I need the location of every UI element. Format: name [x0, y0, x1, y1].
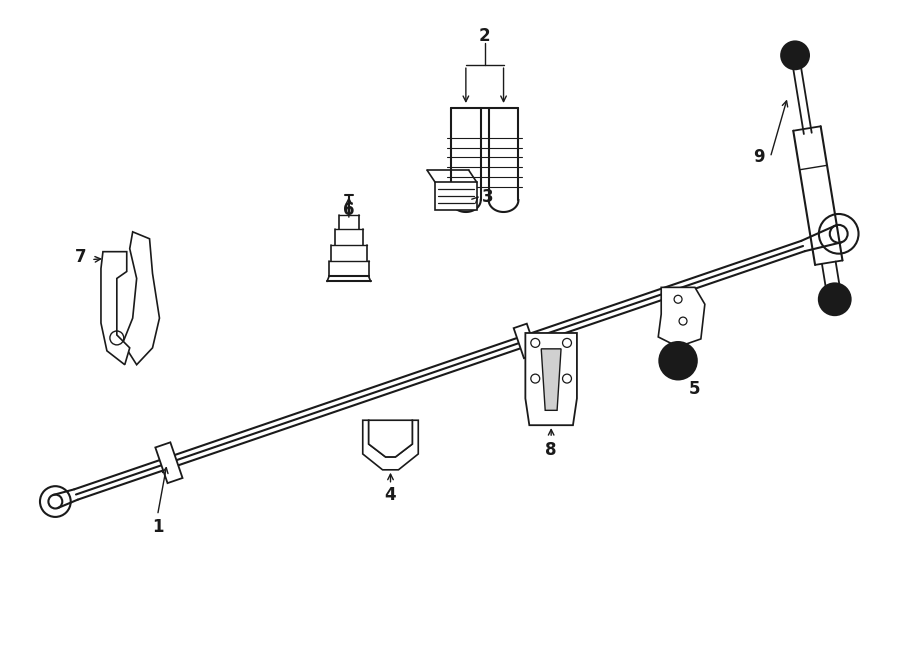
Polygon shape: [541, 349, 561, 410]
Polygon shape: [526, 333, 577, 425]
Circle shape: [781, 42, 809, 69]
Polygon shape: [363, 420, 419, 470]
Polygon shape: [514, 324, 537, 358]
Text: 3: 3: [482, 188, 493, 206]
Polygon shape: [658, 288, 705, 347]
Text: 4: 4: [384, 486, 396, 504]
Text: 2: 2: [479, 26, 490, 44]
Polygon shape: [122, 232, 159, 365]
Text: 9: 9: [753, 149, 765, 167]
Text: 1: 1: [152, 518, 163, 536]
Polygon shape: [101, 252, 130, 365]
Polygon shape: [156, 442, 183, 483]
Text: 6: 6: [343, 201, 355, 219]
Text: 7: 7: [76, 248, 87, 266]
Polygon shape: [435, 182, 477, 210]
Polygon shape: [369, 420, 412, 457]
Text: 8: 8: [545, 441, 557, 459]
Circle shape: [819, 284, 850, 315]
Circle shape: [659, 342, 697, 379]
Text: 5: 5: [689, 379, 701, 397]
